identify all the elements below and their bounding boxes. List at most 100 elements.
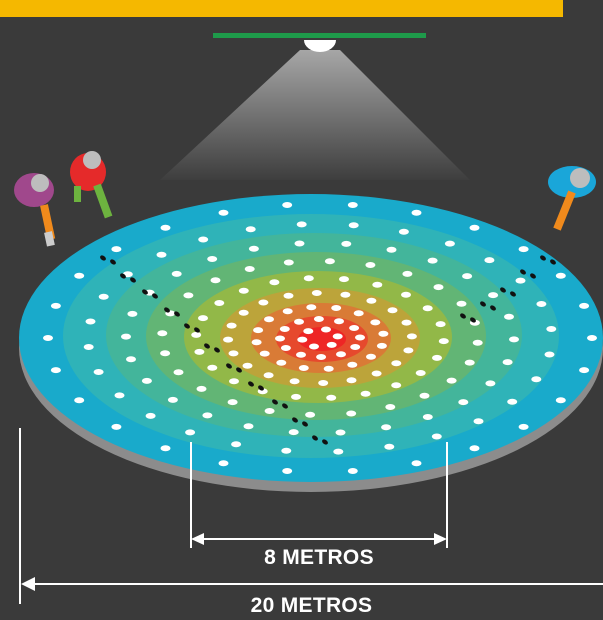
- footprint-icon: [470, 317, 476, 323]
- dot-marker: [406, 333, 417, 340]
- dot-marker: [531, 376, 542, 383]
- dot-marker: [191, 331, 202, 338]
- dot-marker: [156, 251, 167, 258]
- dot-marker: [218, 209, 229, 216]
- dot-marker: [331, 305, 342, 311]
- footprint-icon: [258, 385, 264, 391]
- dot-marker: [245, 226, 256, 233]
- dot-marker: [318, 380, 329, 386]
- dot-marker: [432, 354, 442, 361]
- dot-marker: [355, 334, 365, 341]
- dot-marker: [385, 404, 396, 410]
- dot-marker: [544, 351, 555, 358]
- dot-markers: [43, 202, 597, 474]
- footprint-icon: [110, 259, 116, 265]
- dot-marker: [422, 305, 433, 312]
- dot-marker: [238, 287, 249, 294]
- dot-marker: [226, 322, 237, 329]
- dot-marker: [485, 380, 496, 387]
- dot-marker: [391, 382, 402, 389]
- dot-marker: [288, 429, 299, 436]
- dot-marker: [111, 423, 122, 430]
- dot-marker: [555, 272, 566, 279]
- footprint-icon: [184, 323, 190, 329]
- dot-marker: [579, 367, 590, 374]
- footprint-icon: [322, 439, 328, 445]
- footprint-icon: [490, 305, 496, 311]
- dot-marker: [332, 333, 343, 340]
- dot-marker: [427, 257, 438, 264]
- footprint-icon: [550, 259, 556, 265]
- dot-marker: [303, 275, 314, 282]
- dot-marker: [444, 240, 455, 247]
- dot-marker: [518, 423, 529, 430]
- footprint-icon: [194, 327, 200, 333]
- dot-marker: [74, 397, 85, 404]
- dot-marker: [346, 377, 357, 384]
- dot-marker: [360, 390, 371, 397]
- dot-marker: [243, 423, 254, 430]
- dot-marker: [160, 224, 171, 231]
- spotlight-icon: [160, 33, 470, 180]
- dot-marker: [349, 325, 360, 331]
- dot-marker: [372, 281, 383, 288]
- dot-marker: [334, 318, 344, 325]
- dot-marker: [210, 277, 221, 284]
- dot-marker: [238, 309, 249, 316]
- dot-marker: [386, 246, 397, 253]
- dot-marker: [85, 318, 96, 325]
- dot-marker: [50, 302, 61, 309]
- dot-marker: [347, 361, 358, 368]
- dot-marker: [297, 336, 308, 343]
- dot-marker: [347, 202, 358, 208]
- dot-marker: [309, 343, 319, 350]
- dot-marker: [276, 359, 287, 366]
- dot-marker: [171, 270, 182, 277]
- dot-marker: [183, 292, 194, 299]
- dot-marker: [378, 330, 389, 337]
- dot-marker: [446, 377, 457, 384]
- dot-marker: [366, 297, 377, 304]
- dot-marker: [311, 290, 322, 296]
- dot-marker: [160, 445, 171, 452]
- footprint-icon: [214, 347, 220, 353]
- dot-marker: [401, 291, 411, 298]
- dot-marker: [98, 293, 109, 300]
- dot-marker: [207, 364, 218, 371]
- inner-diameter-label: 8 METROS: [264, 546, 374, 569]
- dot-marker: [167, 396, 178, 403]
- dot-marker: [74, 272, 85, 279]
- dot-marker: [469, 224, 480, 231]
- dot-marker: [198, 236, 209, 243]
- footprint-icon: [164, 307, 170, 313]
- dot-marker: [264, 408, 275, 414]
- dot-marker: [456, 300, 467, 307]
- dot-marker: [411, 460, 422, 467]
- dot-marker: [433, 284, 444, 291]
- dot-marker: [464, 359, 475, 366]
- dot-marker: [244, 266, 255, 272]
- dot-marker: [283, 259, 294, 266]
- dot-marker: [214, 300, 225, 306]
- footprint-icon: [540, 255, 546, 261]
- dot-marker: [473, 418, 484, 425]
- dot-marker: [462, 273, 473, 280]
- dot-marker: [365, 262, 376, 268]
- dot-marker: [298, 365, 309, 371]
- top-banner: [0, 0, 563, 17]
- dot-marker: [326, 341, 337, 348]
- dot-marker: [333, 448, 344, 455]
- dot-marker: [218, 460, 229, 467]
- dot-marker: [398, 228, 409, 235]
- dot-marker: [251, 339, 262, 346]
- dot-marker: [173, 369, 184, 376]
- footprint-icon: [312, 435, 318, 441]
- dot-marker: [381, 424, 392, 431]
- dot-marker: [411, 209, 422, 216]
- footprint-icon: [120, 273, 126, 279]
- dot-marker: [502, 359, 513, 366]
- footprint-icon: [152, 293, 158, 299]
- footprint-icon: [100, 255, 106, 261]
- dot-marker: [438, 338, 449, 345]
- dot-marker: [43, 335, 53, 341]
